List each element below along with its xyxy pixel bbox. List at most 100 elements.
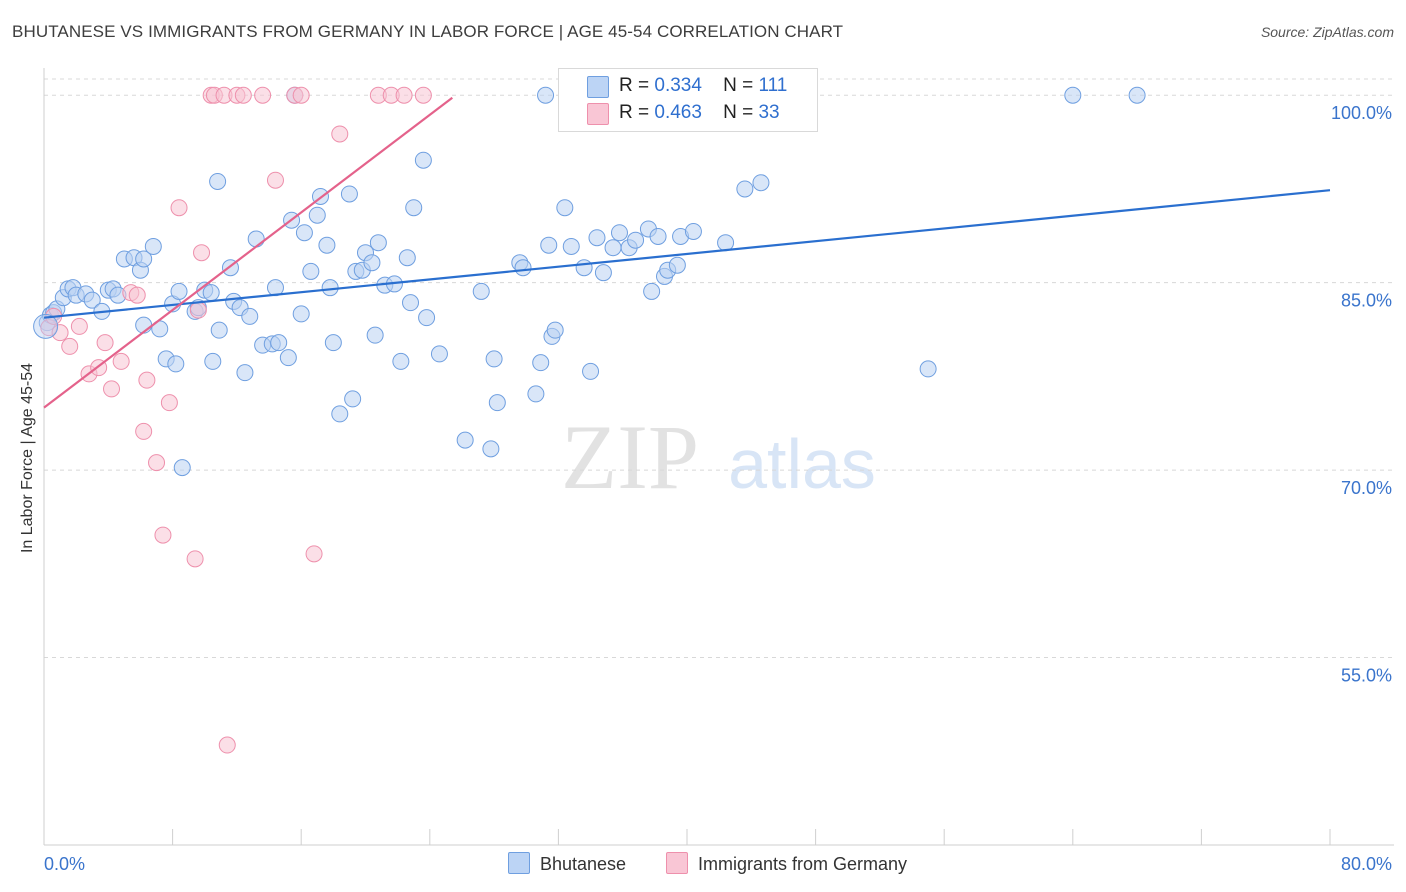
bhutanese-point bbox=[556, 199, 574, 217]
bhutanese-point bbox=[402, 294, 420, 312]
y-tick-label: 100.0% bbox=[1331, 103, 1392, 123]
bhutanese-point bbox=[210, 321, 228, 339]
x-tick-label: 80.0% bbox=[1341, 854, 1392, 874]
germany-point bbox=[160, 394, 178, 412]
bhutanese-point bbox=[363, 254, 381, 272]
bhutanese-point bbox=[562, 237, 580, 255]
n-value: 111 bbox=[758, 75, 788, 96]
r-value: 0.334 bbox=[654, 75, 702, 96]
bhutanese-point bbox=[472, 282, 490, 300]
bhutanese-point bbox=[643, 282, 661, 300]
watermark-atlas: atlas bbox=[728, 425, 876, 503]
r-value: 0.463 bbox=[654, 102, 702, 123]
bhutanese-point bbox=[736, 180, 754, 198]
germany-point bbox=[61, 337, 79, 355]
bhutanese-point bbox=[488, 394, 506, 412]
bhutanese-point bbox=[588, 229, 606, 247]
bhutanese-point bbox=[610, 224, 628, 242]
bhutanese-point bbox=[270, 334, 288, 352]
bhutanese-point bbox=[537, 86, 555, 104]
germany-point bbox=[193, 244, 211, 262]
bhutanese-point bbox=[527, 385, 545, 403]
legend-swatch-blue bbox=[587, 76, 609, 98]
bhutanese-point bbox=[668, 256, 686, 274]
tick-labels: 100.0% 85.0% 70.0% 55.0% 0.0% 80.0% bbox=[44, 103, 1392, 874]
bhutanese-point bbox=[717, 234, 735, 252]
legend-text: R = 0.334 N = 111 bbox=[619, 75, 787, 97]
series-name: Immigrants from Germany bbox=[698, 854, 908, 874]
legend-text: R = 0.463 N = 33 bbox=[619, 102, 780, 124]
bhutanese-point bbox=[1128, 86, 1146, 104]
bhutanese-point bbox=[684, 222, 702, 240]
germany-point bbox=[170, 199, 188, 217]
x-tick-label: 0.0% bbox=[44, 854, 85, 874]
germany-point bbox=[138, 371, 156, 389]
bhutanese-point bbox=[398, 249, 416, 267]
y-tick-label: 85.0% bbox=[1341, 291, 1392, 311]
y-tick-label: 70.0% bbox=[1341, 478, 1392, 498]
germany-point bbox=[112, 352, 130, 370]
germany-point bbox=[96, 334, 114, 352]
series-legend-bhutanese: Bhutanese bbox=[508, 852, 626, 875]
n-label: N = bbox=[723, 102, 754, 123]
bhutanese-point bbox=[582, 362, 600, 380]
bhutanese-point bbox=[405, 199, 423, 217]
bhutanese-point bbox=[204, 352, 222, 370]
bhutanese-point bbox=[308, 206, 326, 224]
bhutanese-point bbox=[344, 390, 362, 408]
bhutanese-point bbox=[627, 231, 645, 249]
bhutanese-point bbox=[170, 282, 188, 300]
bhutanese-point bbox=[392, 352, 410, 370]
germany-point bbox=[254, 86, 272, 104]
bhutanese-point bbox=[173, 459, 191, 477]
bhutanese-point bbox=[33, 313, 59, 339]
germany-point bbox=[186, 550, 204, 568]
legend-swatch-pink bbox=[666, 852, 688, 874]
germany-point bbox=[414, 86, 432, 104]
y-tick-label: 55.0% bbox=[1341, 666, 1392, 686]
bhutanese-point bbox=[302, 262, 320, 280]
germany-point bbox=[135, 422, 153, 440]
bhutanese-point bbox=[456, 431, 474, 449]
bhutanese-point bbox=[318, 236, 336, 254]
bhutanese-point bbox=[414, 151, 432, 169]
bhutanese-point bbox=[546, 321, 564, 339]
legend-swatch-pink bbox=[587, 103, 609, 125]
chart-title: BHUTANESE VS IMMIGRANTS FROM GERMANY IN … bbox=[12, 22, 844, 41]
bhutanese-point bbox=[575, 259, 593, 277]
bhutanese-point bbox=[430, 345, 448, 363]
legend-swatch-blue bbox=[508, 852, 530, 874]
bhutanese-point bbox=[540, 236, 558, 254]
germany-point bbox=[331, 125, 349, 143]
source-label: Source: ZipAtlas.com bbox=[1260, 24, 1394, 40]
r-label: R = bbox=[619, 102, 650, 123]
bhutanese-point bbox=[331, 405, 349, 423]
germany-point bbox=[234, 86, 252, 104]
bhutanese-point bbox=[485, 350, 503, 368]
correlation-legend: R = 0.334 N = 111 R = 0.463 N = 33 bbox=[558, 68, 818, 132]
bhutanese-trend-line bbox=[43, 189, 1331, 319]
series-legend-germany: Immigrants from Germany bbox=[666, 852, 907, 875]
germany-point bbox=[70, 317, 88, 335]
r-label: R = bbox=[619, 75, 650, 96]
germany-point bbox=[154, 526, 172, 544]
bhutanese-point bbox=[369, 234, 387, 252]
bhutanese-point bbox=[83, 291, 101, 309]
germany-point bbox=[395, 86, 413, 104]
trend-lines bbox=[43, 96, 1331, 409]
watermark-zip: ZIP bbox=[561, 406, 699, 508]
bhutanese-point bbox=[1064, 86, 1082, 104]
bhutanese-point bbox=[482, 440, 500, 458]
bhutanese-point bbox=[144, 237, 162, 255]
bhutanese-point bbox=[292, 305, 310, 323]
germany-point bbox=[103, 380, 121, 398]
germany-point bbox=[305, 545, 323, 563]
bhutanese-point bbox=[532, 354, 550, 372]
bhutanese-point bbox=[752, 174, 770, 192]
bhutanese-point bbox=[295, 224, 313, 242]
n-value: 33 bbox=[758, 102, 780, 123]
germany-trend-line bbox=[43, 96, 453, 409]
germany-point bbox=[218, 736, 236, 754]
bhutanese-point bbox=[202, 284, 220, 302]
